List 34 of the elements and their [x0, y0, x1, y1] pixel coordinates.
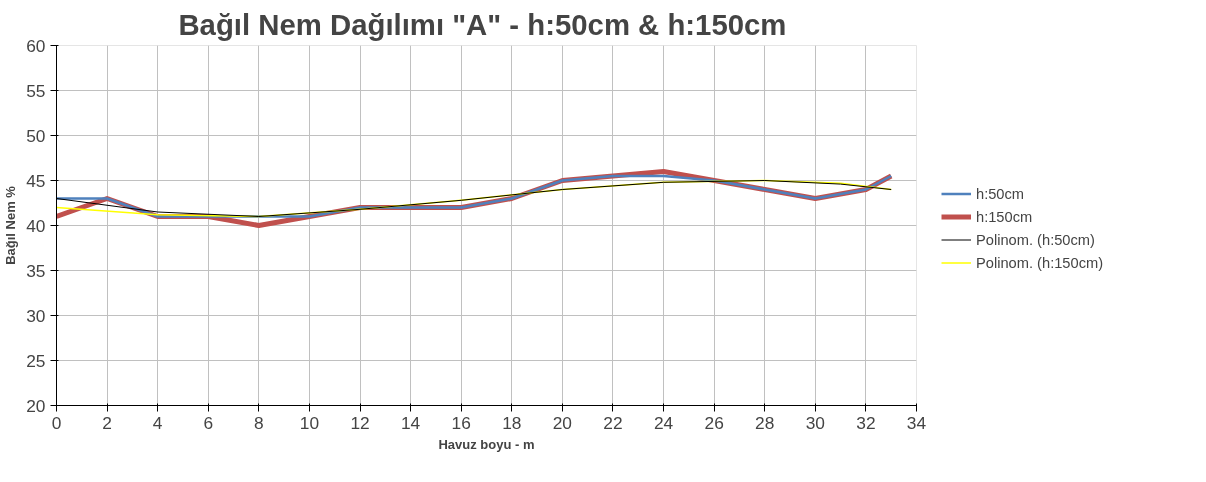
x-tick-label: 8: [254, 412, 264, 433]
y-tick-label: 35: [26, 260, 46, 281]
x-tick-label: 4: [152, 412, 163, 433]
x-tick-label: 32: [856, 412, 876, 433]
legend-label: h:50cm: [976, 185, 1025, 202]
y-axis-title: Bağıl Nem %: [3, 185, 19, 265]
x-tick-label: 26: [704, 412, 724, 433]
y-tick-label: 55: [26, 80, 46, 101]
x-tick-label: 6: [203, 412, 214, 433]
x-tick-label: 2: [102, 412, 112, 433]
x-tick-label: 28: [755, 412, 775, 433]
x-tick-label: 34: [906, 412, 927, 433]
x-tick-label: 10: [299, 412, 320, 433]
y-tick-label: 25: [26, 350, 46, 371]
x-tick-label: 16: [451, 412, 471, 433]
y-tick-label: 60: [26, 35, 46, 56]
x-tick-label: 12: [350, 412, 370, 433]
legend-label: Polinom. (h:150cm): [976, 254, 1104, 271]
x-tick-label: 30: [805, 412, 825, 433]
x-tick-label: 0: [51, 412, 62, 433]
y-tick-label: 30: [26, 305, 46, 326]
x-tick-label: 20: [552, 412, 573, 433]
x-tick-label: 24: [653, 412, 674, 433]
legend-label: Polinom. (h:50cm): [976, 231, 1095, 248]
x-axis-title: Havuz boyu - m: [438, 436, 535, 452]
chart-title: Bağıl Nem Dağılımı "A" - h:50cm & h:150cm: [178, 7, 787, 41]
x-tick-label: 14: [400, 412, 421, 433]
x-tick-label: 22: [603, 412, 623, 433]
y-tick-label: 40: [26, 215, 46, 236]
y-tick-label: 45: [26, 170, 46, 191]
legend-label: h:150cm: [976, 208, 1033, 225]
x-tick-label: 18: [502, 412, 522, 433]
y-tick-label: 20: [26, 395, 46, 416]
y-tick-label: 50: [26, 125, 46, 146]
